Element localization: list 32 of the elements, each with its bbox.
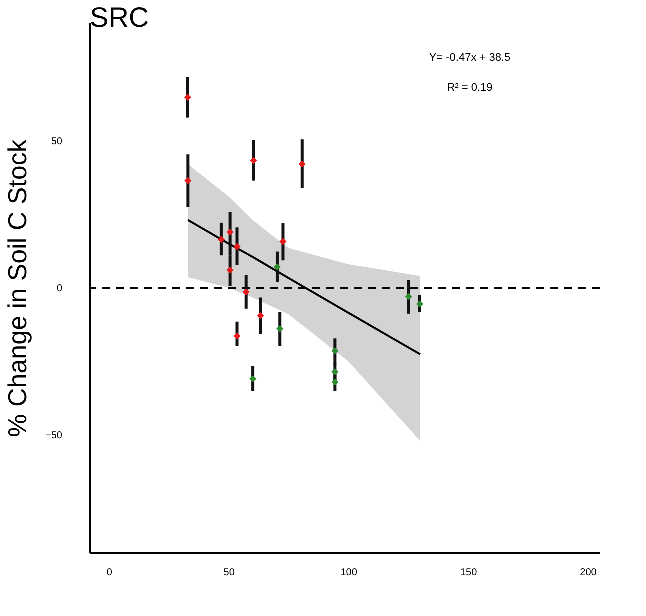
x-tick-label: 0 [106,568,113,578]
point [332,378,339,386]
point [276,325,284,332]
point [405,293,412,300]
point [257,312,264,320]
chart-title: SRC [90,2,150,33]
point [298,160,306,168]
point [234,243,241,250]
y-tick-label: −50 [46,430,63,442]
x-tick-label: 200 [580,568,598,578]
point [226,228,234,236]
point [280,238,287,246]
annotation: R² = 0.19 [447,82,493,94]
point [242,288,250,296]
y-axis-title: % Change in Soil C Stock [2,138,33,438]
point [234,332,241,340]
point [250,157,258,164]
point [332,347,339,355]
x-tick-label: 150 [460,568,478,578]
point [332,368,339,376]
point [274,264,282,271]
point [184,94,192,102]
point [416,300,424,308]
annotation: Y= -0.47x + 38.5 [429,52,511,64]
point [226,266,234,274]
point [184,177,192,184]
point [218,236,225,244]
x-tick-label: 50 [224,568,236,578]
y-tick-label: 50 [51,136,63,148]
y-tick-label: 0 [56,284,63,294]
point [250,375,257,383]
x-tick-label: 100 [340,568,358,578]
